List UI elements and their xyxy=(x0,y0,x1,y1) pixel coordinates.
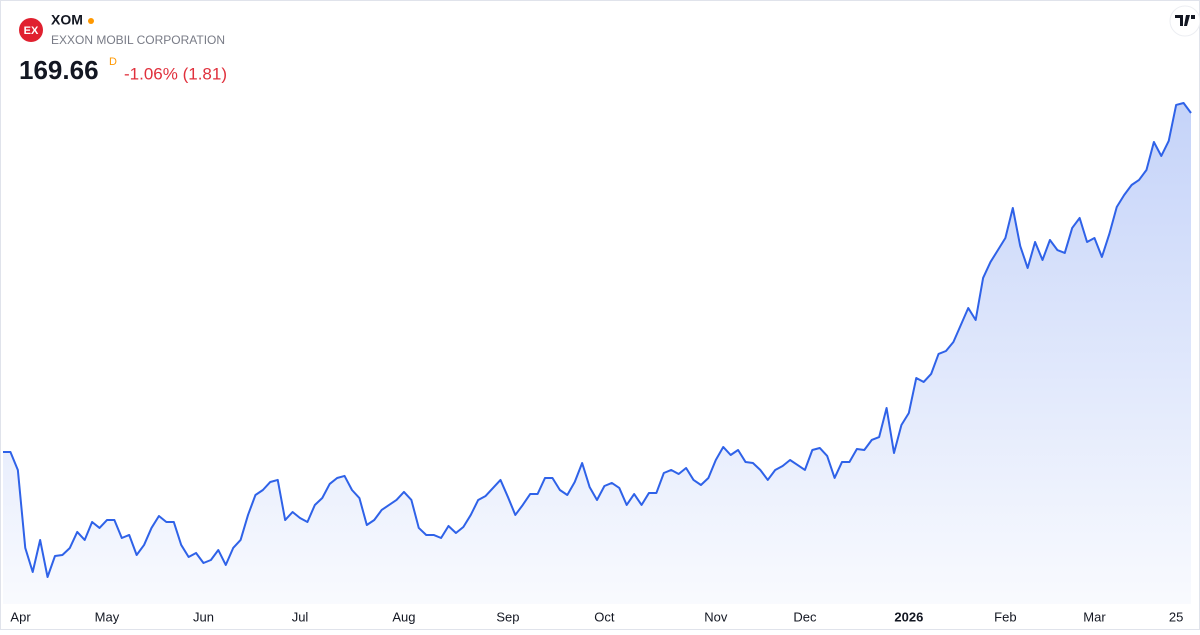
x-tick-label: Aug xyxy=(392,609,415,624)
area-fill xyxy=(3,103,1191,604)
x-tick-label: Jul xyxy=(292,609,309,624)
x-tick-label: Sep xyxy=(496,609,519,624)
logo-text: EX xyxy=(24,25,39,37)
x-tick-label: Nov xyxy=(704,609,728,624)
x-tick-label: Dec xyxy=(793,609,817,624)
change: -1.06% (1.81) xyxy=(124,64,227,83)
x-tick-label: Apr xyxy=(10,609,31,624)
market-status xyxy=(88,18,94,24)
x-tick-label: Feb xyxy=(994,609,1016,624)
x-tick-label: 25 xyxy=(1169,609,1183,624)
tradingview-logo[interactable] xyxy=(1169,5,1200,37)
x-tick-label: Oct xyxy=(594,609,615,624)
x-tick-label: May xyxy=(95,609,120,624)
company-name: EXXON MOBIL CORPORATION xyxy=(51,33,225,47)
x-tick-label: Jun xyxy=(193,609,214,624)
logo xyxy=(19,18,43,42)
x-tick-label: Mar xyxy=(1083,609,1106,624)
x-tick-label: 2026 xyxy=(894,609,923,624)
interval: D xyxy=(109,56,117,68)
price: 169.66 xyxy=(19,55,99,85)
symbol[interactable]: XOM xyxy=(51,12,83,28)
price-line xyxy=(3,102,1192,578)
